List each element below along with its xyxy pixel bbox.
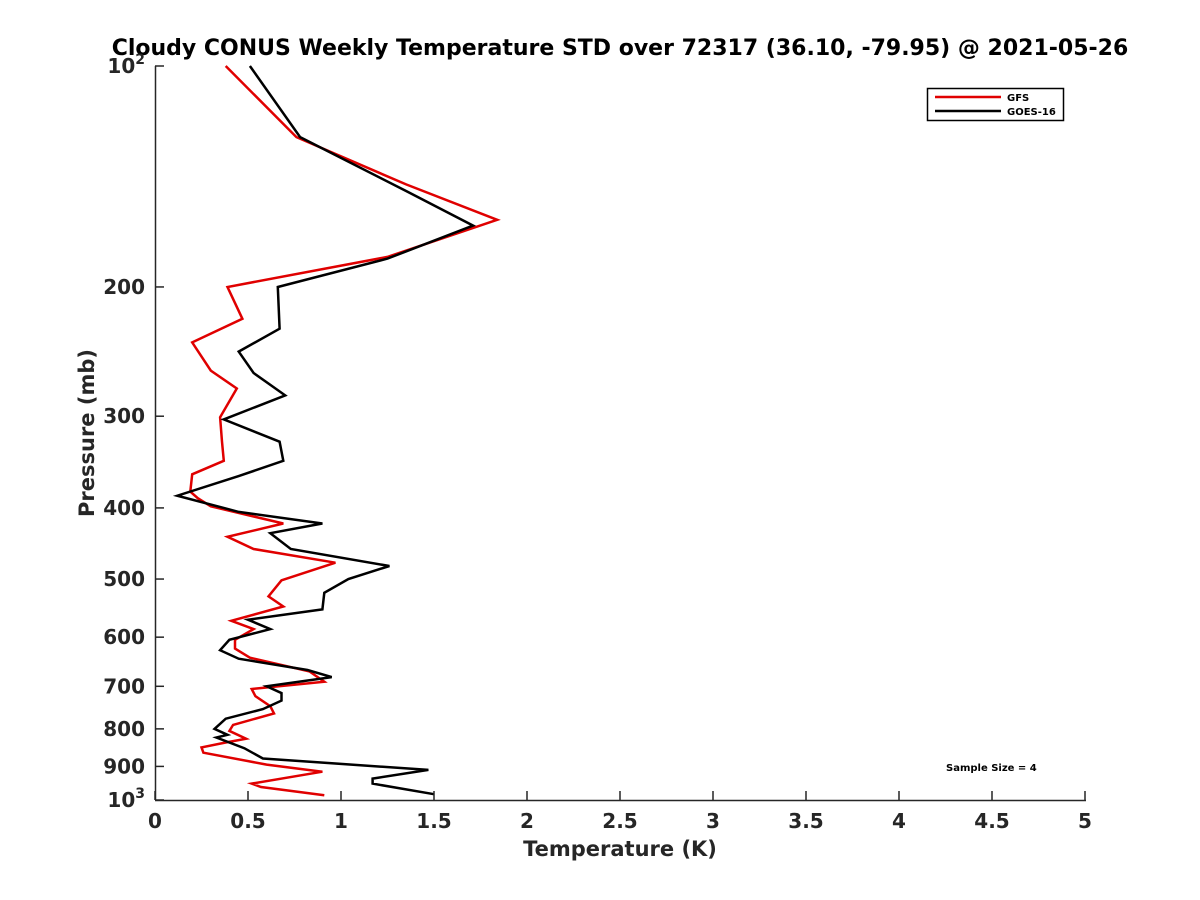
x-tick-label: 3.5 [788, 809, 823, 833]
x-tick-label: 1 [334, 809, 348, 833]
y-tick-label: 103 [107, 786, 145, 812]
legend-label-gfs: GFS [1007, 93, 1029, 104]
sample-size-annotation: Sample Size = 4 [946, 763, 1037, 774]
x-tick-label: 2 [520, 809, 534, 833]
legend: GFS GOES-16 [926, 87, 1065, 122]
x-axis-label: Temperature (K) [523, 837, 717, 861]
x-axis-ticks: 0 0.5 1 1.5 2 2.5 3 3.5 4 4.5 5 [148, 791, 1092, 833]
y-tick-label: 400 [103, 496, 145, 520]
y-tick-label: 700 [103, 674, 145, 698]
legend-box [926, 87, 1065, 122]
y-axis-label: Pressure (mb) [75, 349, 99, 517]
x-tick-label: 2.5 [602, 809, 637, 833]
axes [154, 66, 1086, 802]
legend-label-goes16: GOES-16 [1007, 107, 1056, 118]
y-tick-label: 900 [103, 754, 145, 778]
x-tick-label: 0 [148, 809, 162, 833]
series-layer [172, 65, 501, 797]
x-tick-label: 0.5 [230, 809, 265, 833]
x-tick-label: 5 [1078, 809, 1092, 833]
x-tick-label: 1.5 [416, 809, 451, 833]
x-tick-label: 3 [706, 809, 720, 833]
series-line-goes-16 [172, 65, 477, 796]
y-tick-label: 800 [103, 717, 145, 741]
y-tick-label: 300 [103, 404, 145, 428]
y-axis-ticks: 102 200 300 400 500 600 700 800 900 103 [103, 52, 164, 812]
x-tick-label: 4 [892, 809, 906, 833]
y-tick-label: 200 [103, 275, 145, 299]
chart-title: Cloudy CONUS Weekly Temperature STD over… [112, 36, 1129, 61]
y-tick-label: 500 [103, 567, 145, 591]
series-line-gfs [188, 65, 501, 797]
y-tick-label: 600 [103, 625, 145, 649]
y-tick-label: 102 [107, 52, 145, 78]
x-tick-label: 4.5 [974, 809, 1009, 833]
